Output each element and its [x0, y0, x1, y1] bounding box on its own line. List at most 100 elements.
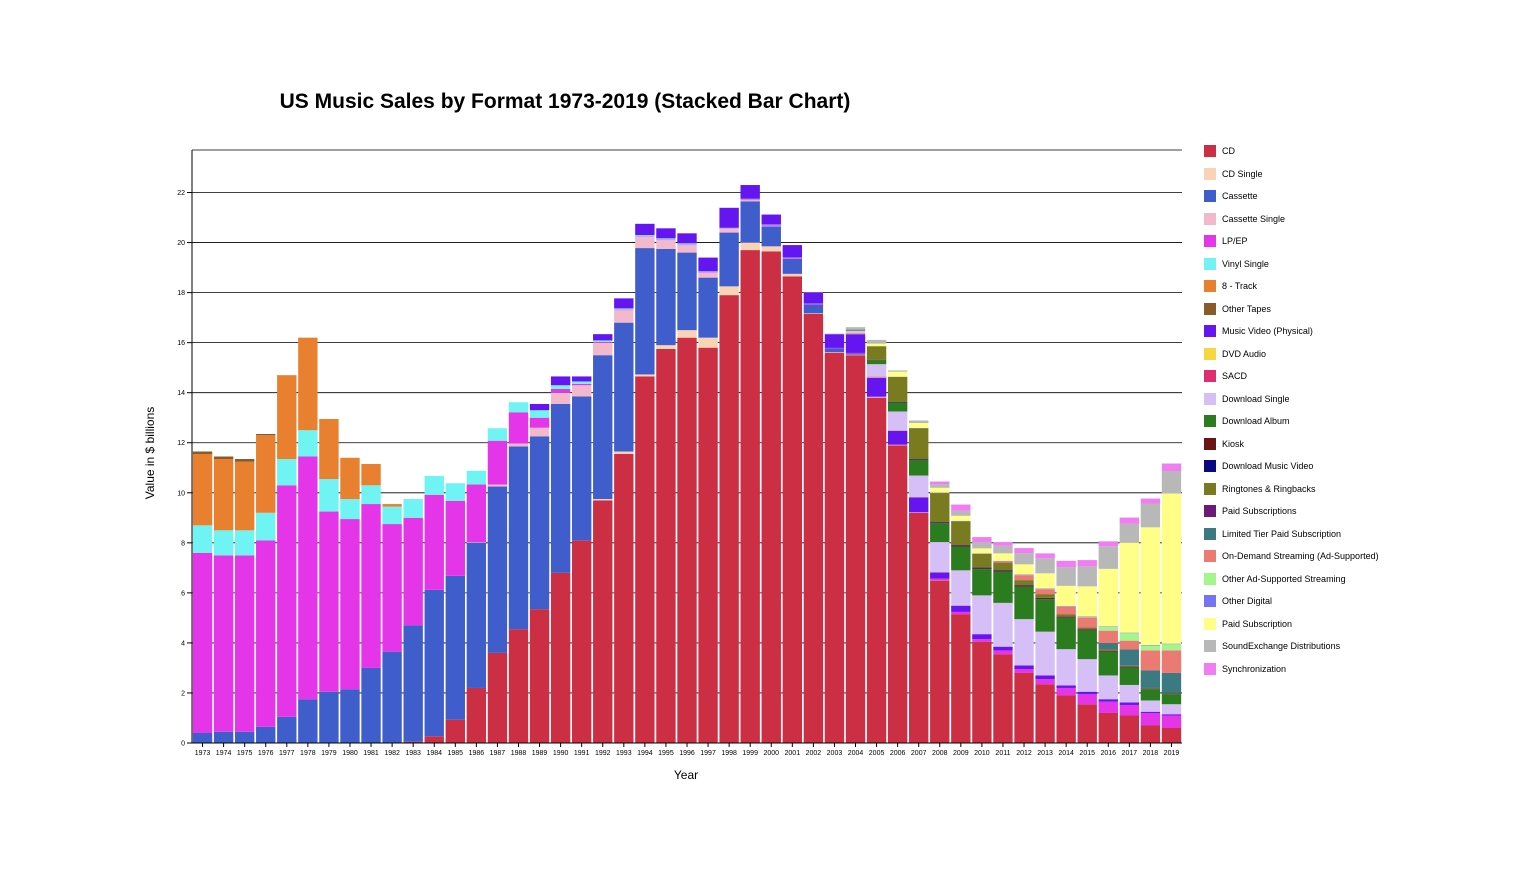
legend-label: CD: [1222, 146, 1235, 157]
bar-segment: [656, 238, 676, 240]
bar-segment: [909, 512, 929, 743]
bar-segment: [571, 396, 592, 541]
bar-segment: [1056, 695, 1076, 743]
legend-item: SoundExchange Distributions: [1204, 635, 1514, 658]
legend-item: Ringtones & Ringbacks: [1204, 478, 1514, 501]
bar-segment: [866, 346, 887, 360]
x-tick-label: 2003: [827, 750, 843, 757]
bar-segment: [845, 329, 866, 331]
bar-segment: [298, 699, 318, 743]
x-tick-label: 1978: [300, 750, 316, 757]
bar-segment: [529, 417, 550, 428]
bar-segment: [930, 492, 950, 494]
bar-segment: [1140, 688, 1161, 690]
legend-swatch: [1204, 572, 1216, 585]
bar-segment: [1119, 517, 1140, 524]
legend-label: Other Digital: [1222, 596, 1273, 607]
legend-label: Cassette Single: [1222, 213, 1286, 224]
legend-label: CD Single: [1222, 168, 1263, 179]
bar-segment: [593, 334, 613, 341]
bar-segment: [677, 330, 697, 338]
legend-item: Kiosk: [1204, 433, 1514, 456]
bar-segment: [1098, 626, 1118, 627]
x-tick-label: 1984: [426, 750, 442, 757]
bar-segment: [1119, 715, 1140, 743]
bar-segment: [845, 327, 866, 330]
bar-segment: [1098, 546, 1118, 569]
bar-segment: [1077, 629, 1097, 630]
y-tick-label: 22: [177, 190, 185, 197]
x-tick-label: 2005: [869, 750, 885, 757]
bar-segment: [403, 741, 423, 743]
bar-segment: [782, 276, 803, 743]
bar-segment: [213, 456, 234, 460]
bar-segment: [887, 371, 908, 377]
legend-swatch: [1204, 550, 1216, 563]
bar-segment: [698, 272, 718, 273]
bar-segment: [866, 396, 887, 397]
bar-segment: [1119, 542, 1140, 633]
legend-swatch: [1204, 190, 1216, 203]
bar-segment: [993, 602, 1013, 647]
x-tick-label: 2019: [1164, 750, 1180, 757]
bar-segment: [466, 542, 487, 543]
bar-segment: [192, 552, 213, 733]
bar-segment: [1014, 585, 1034, 586]
bar-segment: [972, 641, 992, 743]
bar-segment: [761, 226, 781, 247]
bar-segment: [887, 401, 908, 403]
bar-segment: [340, 457, 360, 500]
bar-segment: [635, 236, 655, 237]
bar-segment: [1056, 585, 1076, 606]
x-tick-label: 1999: [742, 750, 758, 757]
y-tick-label: 14: [177, 390, 185, 397]
bar-segment: [192, 454, 213, 526]
bar-segment: [508, 629, 529, 743]
legend-item: Music Video (Physical): [1204, 320, 1514, 343]
bar-segment: [635, 376, 655, 743]
bar-segment: [256, 512, 276, 541]
bar-segment: [761, 246, 781, 252]
bar-segment: [698, 277, 718, 338]
bar-segment: [951, 520, 971, 522]
bar-segment: [782, 245, 803, 258]
legend-item: Other Tapes: [1204, 298, 1514, 321]
bar-segment: [1098, 699, 1118, 702]
bar-segment: [1098, 649, 1118, 651]
legend-item: Cassette: [1204, 185, 1514, 208]
bar-segment: [550, 376, 571, 386]
bar-segment: [234, 555, 255, 732]
bar-segment: [719, 228, 739, 229]
bar-segment: [951, 611, 971, 615]
bar-segment: [1119, 704, 1140, 716]
bar-segment: [930, 522, 950, 523]
legend-item: Cassette Single: [1204, 208, 1514, 231]
bar-segment: [1014, 586, 1034, 620]
bar-segment: [340, 519, 360, 690]
bar-segment: [1098, 568, 1118, 627]
bar-segment: [1014, 585, 1034, 587]
bar-segment: [719, 286, 739, 296]
legend-label: Other Tapes: [1222, 303, 1271, 314]
x-tick-label: 2009: [953, 750, 969, 757]
legend-swatch: [1204, 325, 1216, 338]
x-tick-label: 1985: [448, 750, 464, 757]
x-tick-label: 2004: [848, 750, 864, 757]
bar-segment: [529, 410, 550, 418]
bar-segment: [1140, 712, 1161, 726]
bar-segment: [340, 689, 360, 743]
bar-segment: [951, 545, 971, 546]
bar-segment: [887, 445, 908, 743]
bar-segment: [593, 342, 613, 356]
bar-segment: [487, 486, 508, 653]
legend-label: SACD: [1222, 371, 1248, 382]
x-tick-label: 1990: [553, 750, 569, 757]
x-tick-label: 1981: [363, 750, 379, 757]
legend-label: Music Video (Physical): [1222, 326, 1313, 337]
bar-segment: [614, 310, 634, 323]
bar-segment: [234, 731, 255, 743]
bar-segment: [487, 652, 508, 743]
stacked-bar-chart: 0 2 4 6 8 10 12 14 16 18 20 22 1973 1974 1975 1976 1977 1…: [143, 149, 1182, 782]
bar-segment: [951, 510, 971, 516]
x-tick-label: 2015: [1079, 750, 1095, 757]
